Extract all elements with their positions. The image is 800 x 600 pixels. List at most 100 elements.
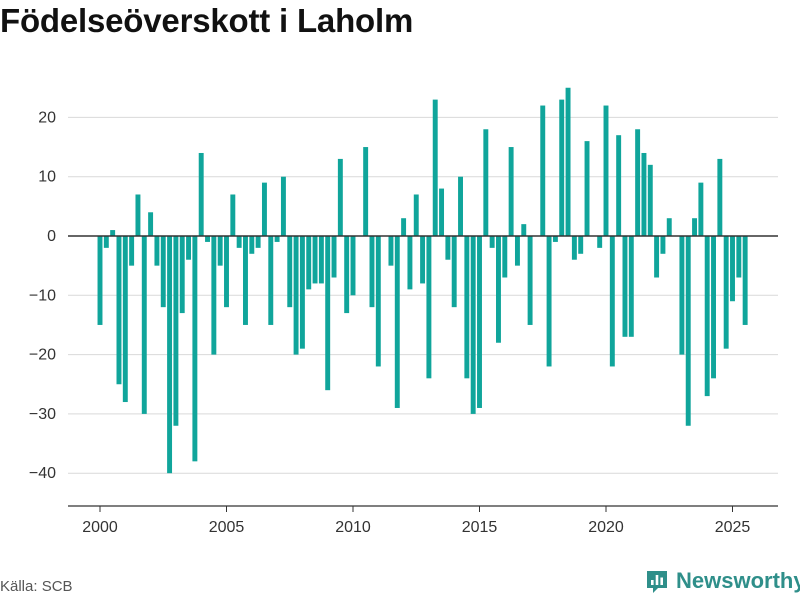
bar [609,236,615,367]
bar [280,176,286,236]
bar [698,182,704,236]
bar [685,236,691,426]
bar [110,230,116,236]
bar [306,236,312,290]
bar [224,236,229,308]
bar [255,236,261,248]
bar [679,236,685,355]
bar [736,236,742,278]
bar [211,236,217,355]
x-tick-label: 2020 [588,519,624,536]
bar-chart-logo-icon [647,571,667,593]
bar [186,236,192,260]
bar [173,236,179,426]
bar [584,141,590,236]
chart-title: Födelseöverskott i Laholm [0,2,414,39]
bar [635,129,641,236]
bar [496,236,501,343]
bar [742,236,748,325]
bar [723,236,729,349]
bar [502,236,508,278]
bar [122,236,128,403]
bar [432,99,438,236]
bar [375,236,381,367]
y-tick-label: −40 [29,465,56,482]
y-tick-label: −30 [29,406,56,423]
bar [641,152,647,236]
bar [660,236,666,254]
x-tick-label: 2000 [82,519,118,536]
y-tick-label: 10 [38,169,56,186]
x-tick-label: 2015 [462,519,498,536]
bar [597,236,603,248]
bars [97,87,748,474]
bar [521,224,527,236]
bar [160,236,166,308]
bar [192,236,198,462]
x-tick-label: 2025 [715,519,751,536]
bar [148,212,154,236]
bar [217,236,223,266]
bar [337,158,343,236]
bar [103,236,109,248]
bar [458,176,463,236]
bar [704,236,710,397]
bar [179,236,185,314]
source-note: Källa: SCB [0,578,73,595]
bar [552,236,558,242]
bar [154,236,160,266]
bar [571,236,577,260]
bar [261,182,267,236]
bar [730,236,735,302]
bar [483,129,489,236]
bar [407,236,413,290]
bar [369,236,375,308]
y-tick-label: 0 [47,228,56,245]
bar [477,236,482,408]
bar [489,236,495,248]
bar [559,99,565,236]
bar [413,194,419,236]
bar [616,135,622,236]
bar [445,236,451,260]
bar [135,194,141,236]
bar [527,236,533,325]
bar [318,236,324,284]
bar [350,236,356,296]
grid-lines [68,116,778,474]
bar [388,236,394,266]
bar [230,194,236,236]
y-tick-label: −10 [29,287,56,304]
bar [129,236,135,266]
bar [293,236,299,355]
bar [622,236,628,337]
bar [692,218,698,236]
bar [603,105,609,236]
bar [325,236,331,391]
bar [268,236,274,325]
bar [470,236,476,414]
bar [717,158,723,236]
bar [236,236,242,248]
bar [578,236,584,254]
bar [394,236,400,408]
bar [167,236,173,474]
y-tick-label: −20 [29,347,56,364]
bar [711,236,716,379]
bar [116,236,122,385]
bar [401,218,407,236]
brand-name: Newsworthy [676,568,800,593]
bar [546,236,552,367]
bar [274,236,280,242]
bar [508,147,514,236]
brand-logo: Newsworthy [644,568,800,594]
bar [426,236,432,379]
bar [363,147,369,236]
axes [68,235,778,512]
bar [331,236,337,278]
bar [287,236,293,308]
bar [451,236,457,308]
bar [344,236,350,314]
